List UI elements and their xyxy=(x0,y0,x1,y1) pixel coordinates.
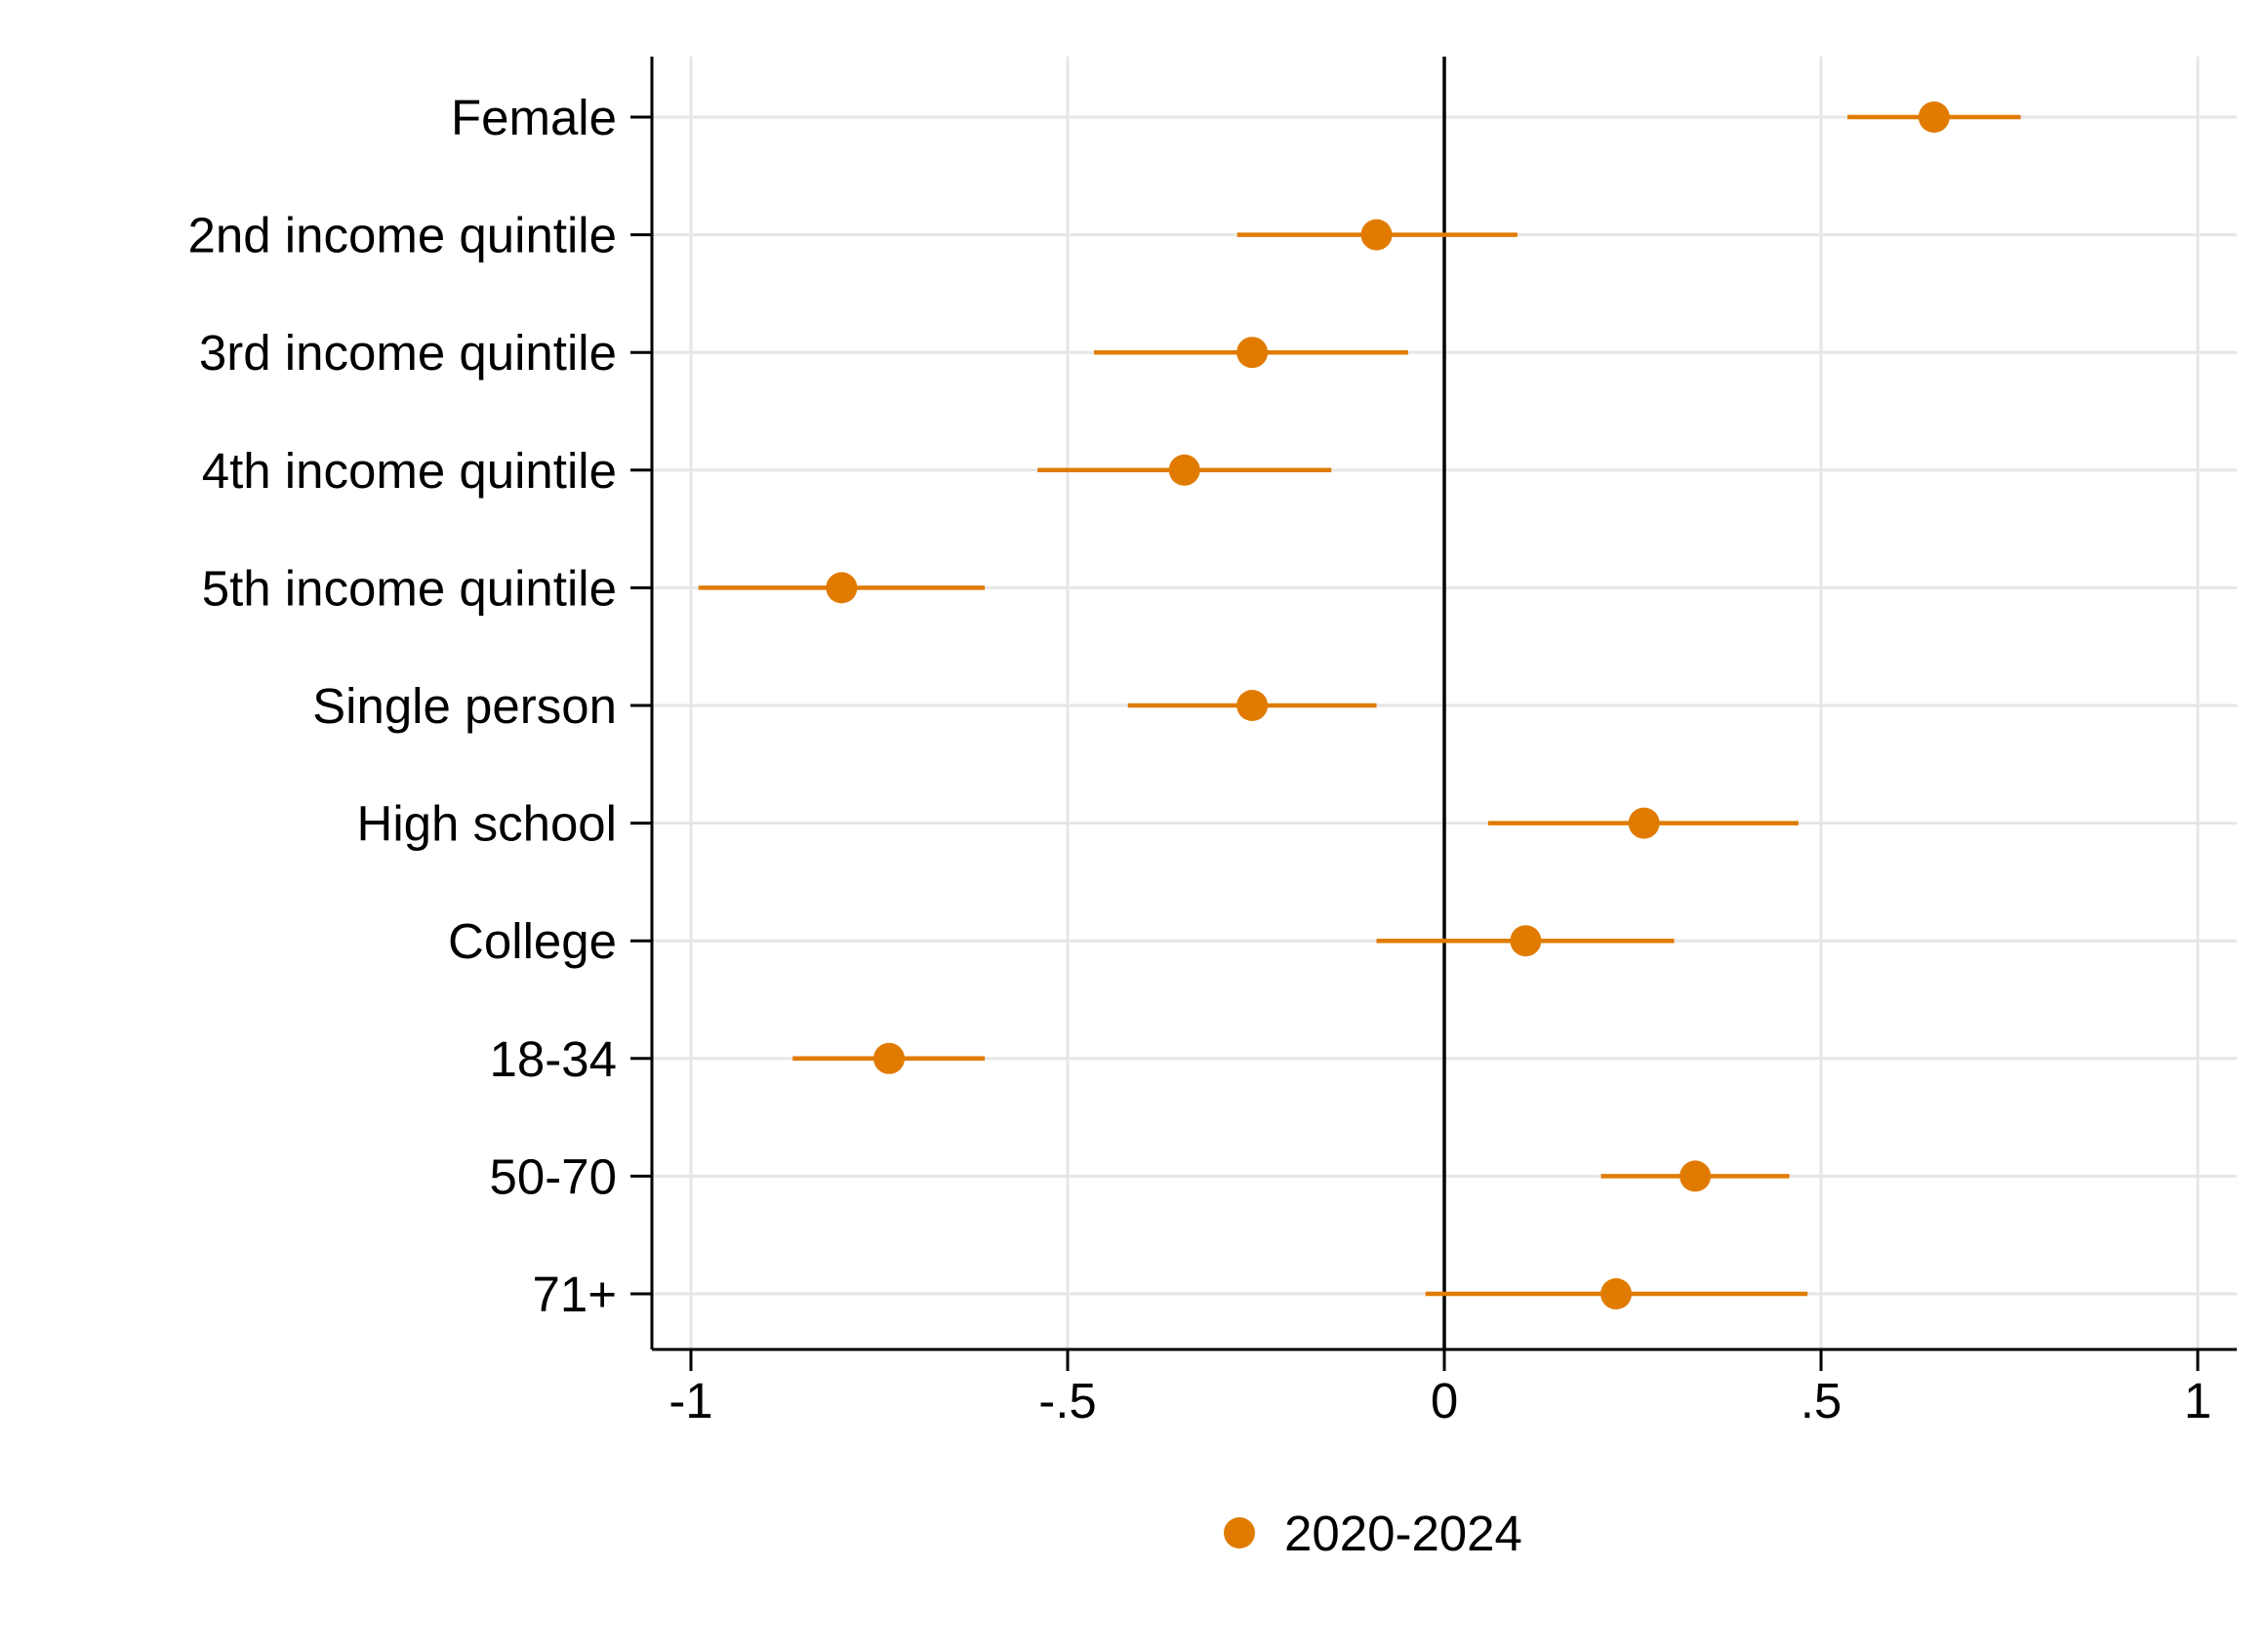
point-estimate xyxy=(1628,807,1660,839)
y-tick-label: 4th income quintile xyxy=(202,443,617,499)
point-estimate xyxy=(1680,1160,1712,1192)
y-tick-label: 5th income quintile xyxy=(202,560,617,616)
x-tick-label: .5 xyxy=(1801,1373,1843,1428)
y-tick-label: 71+ xyxy=(532,1267,617,1322)
legend-marker xyxy=(1224,1517,1255,1548)
x-tick-label: 1 xyxy=(2184,1373,2211,1428)
legend-label: 2020-2024 xyxy=(1284,1506,1522,1561)
x-tick-label: -1 xyxy=(668,1373,712,1428)
point-estimate xyxy=(1510,925,1542,957)
point-estimate xyxy=(1918,101,1950,133)
point-estimate xyxy=(1236,337,1269,369)
point-estimate xyxy=(1236,690,1269,721)
point-estimate xyxy=(1168,454,1200,486)
legend: 2020-2024 xyxy=(1224,1506,1522,1561)
x-tick-label: -.5 xyxy=(1038,1373,1097,1428)
y-tick-label: High school xyxy=(357,796,617,852)
y-tick-labels: Female 2nd income quintile 3rd income quin… xyxy=(188,90,617,1322)
y-tick-label: Single person xyxy=(312,678,617,734)
axes xyxy=(630,57,2237,1371)
x-tick-label: 0 xyxy=(1431,1373,1458,1428)
point-estimates xyxy=(826,101,1950,1309)
point-estimate xyxy=(1360,219,1393,251)
y-tick-label: 2nd income quintile xyxy=(188,208,617,263)
point-estimate xyxy=(873,1042,906,1074)
y-tick-label: 18-34 xyxy=(490,1031,617,1087)
point-estimate xyxy=(1600,1278,1633,1309)
y-tick-label: Female xyxy=(451,90,617,145)
y-tick-label: College xyxy=(448,913,617,969)
y-tick-label: 3rd income quintile xyxy=(199,325,617,381)
point-estimate xyxy=(826,572,858,604)
x-tick-labels: -1 -.5 0 .5 1 xyxy=(668,1373,2211,1428)
y-tick-label: 50-70 xyxy=(490,1148,617,1204)
